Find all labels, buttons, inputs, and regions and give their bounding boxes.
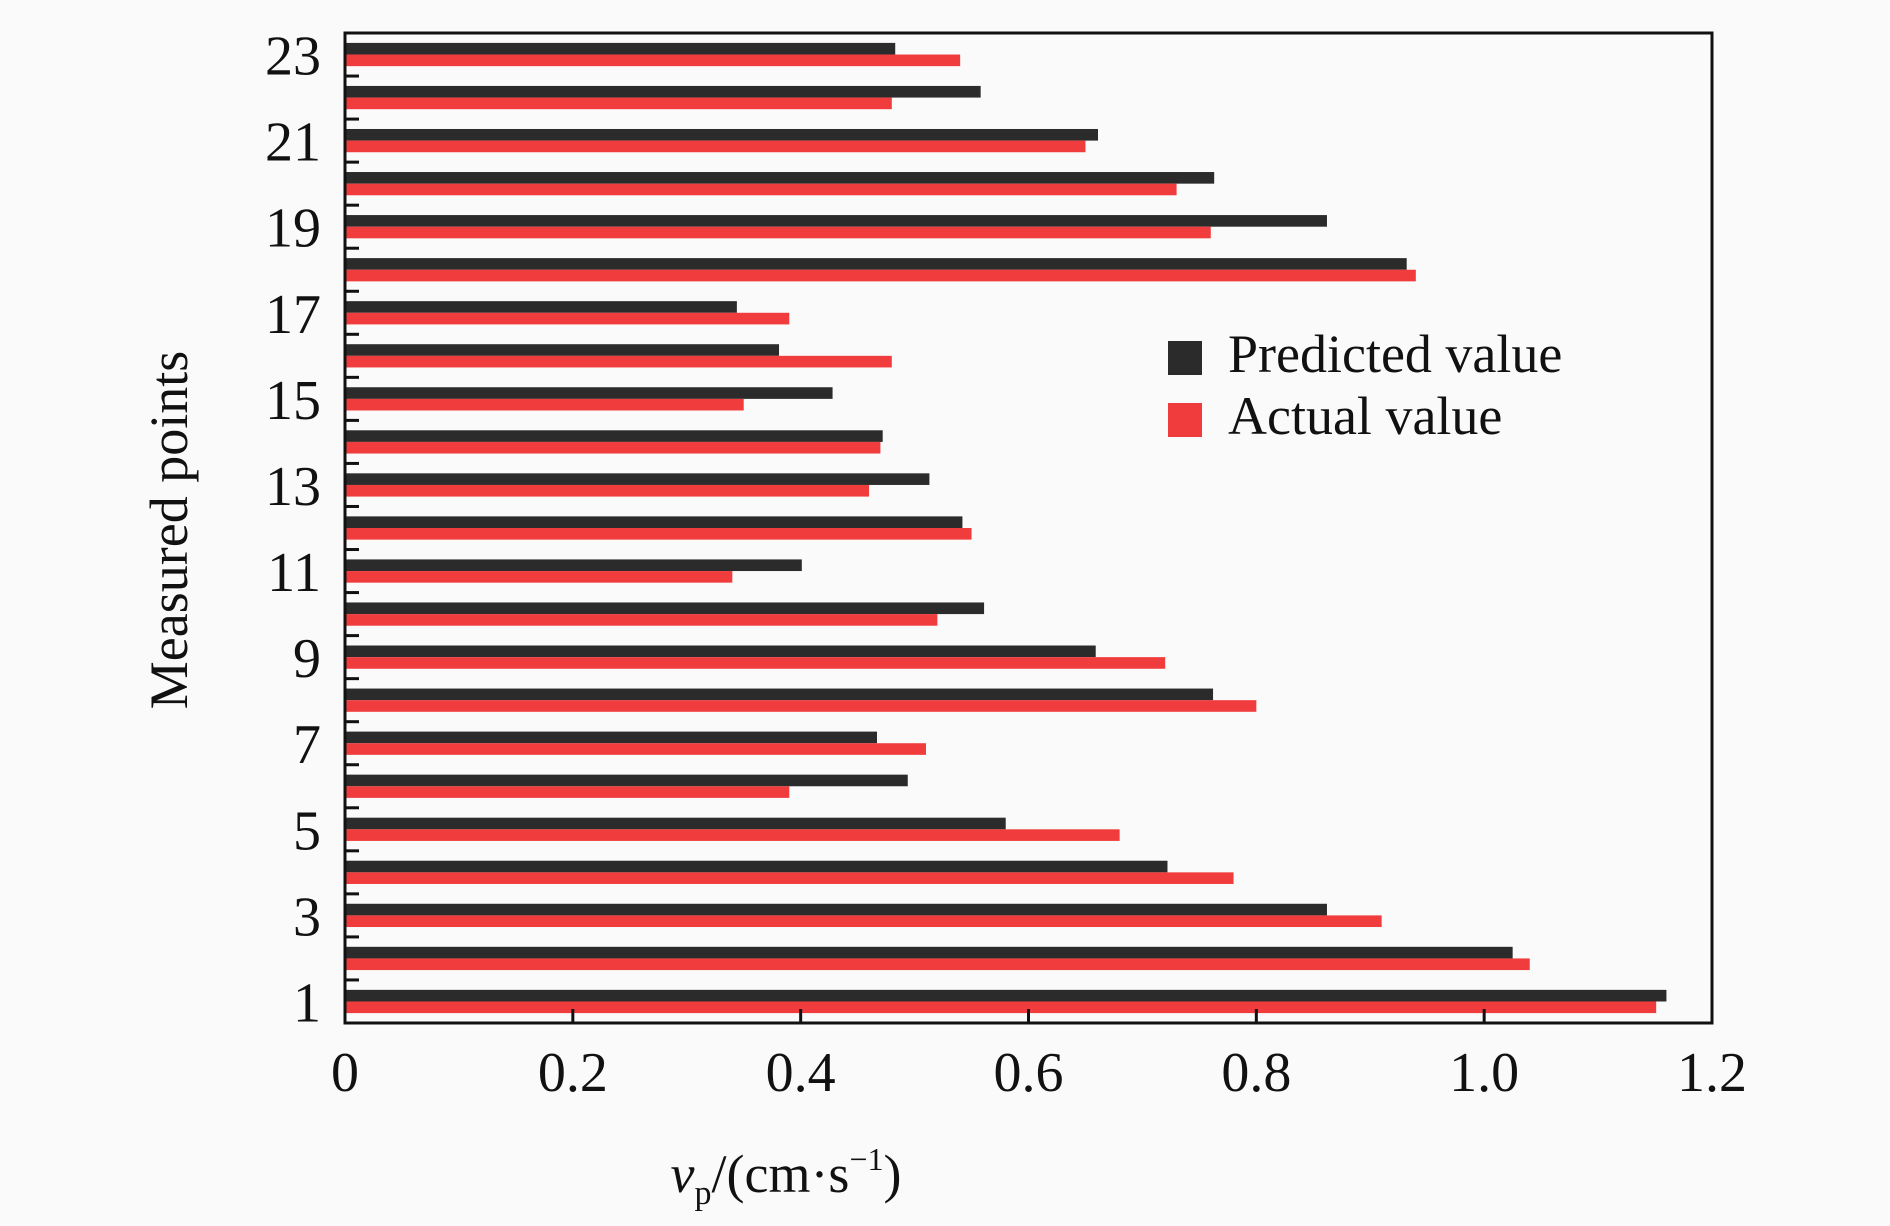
predicted-bar-20: [345, 172, 1215, 184]
predicted-bar-16: [345, 344, 780, 356]
predicted-legend-label: Predicted value: [1228, 324, 1562, 384]
predicted-bar-12: [345, 516, 963, 528]
predicted-bar-5: [345, 817, 1006, 830]
x-axis-title-base: v: [671, 1144, 695, 1204]
predicted-bar-6: [345, 774, 908, 787]
x-tick-label: 0: [331, 1042, 359, 1104]
x-tick-label: 0.6: [994, 1042, 1064, 1104]
x-axis-title-close: ): [883, 1144, 901, 1204]
actual-bar-19: [345, 226, 1211, 239]
x-tick-label: 0.2: [538, 1042, 608, 1104]
predicted-bar-4: [345, 860, 1168, 873]
y-tick-label: 3: [293, 886, 321, 948]
predicted-bar-18: [345, 258, 1407, 270]
actual-bar-5: [345, 829, 1120, 841]
y-tick-label: 17: [265, 284, 321, 346]
actual-bar-1: [345, 1001, 1657, 1014]
x-tick-label: 1.0: [1449, 1042, 1519, 1104]
predicted-bar-10: [345, 602, 985, 615]
actual-bar-12: [345, 528, 972, 540]
predicted-bar-1: [345, 989, 1667, 1002]
actual-bar-15: [345, 398, 744, 411]
predicted-bar-13: [345, 473, 930, 485]
x-axis-title-subscript: p: [694, 1175, 711, 1212]
y-tick-label: 21: [265, 112, 321, 174]
y-tick-label: 19: [265, 198, 321, 260]
actual-bar-17: [345, 312, 790, 325]
actual-bar-2: [345, 958, 1530, 971]
predicted-bar-9: [345, 645, 1096, 658]
actual-bar-10: [345, 614, 938, 626]
actual-bar-9: [345, 657, 1166, 669]
y-tick-label: 13: [265, 456, 321, 518]
actual-bar-20: [345, 183, 1177, 196]
y-tick-label: 5: [293, 800, 321, 862]
predicted-legend-swatch: [1168, 341, 1202, 375]
y-tick-label: 9: [293, 628, 321, 690]
predicted-bar-8: [345, 688, 1214, 701]
actual-bar-11: [345, 571, 733, 583]
predicted-bar-3: [345, 903, 1327, 916]
actual-legend-swatch: [1168, 403, 1202, 437]
x-axis-title-unit: /(cm·s: [711, 1144, 849, 1204]
predicted-bar-23: [345, 42, 896, 55]
actual-bar-16: [345, 355, 892, 368]
y-tick-label: 23: [265, 26, 321, 88]
actual-bar-21: [345, 140, 1086, 153]
actual-bar-23: [345, 54, 961, 67]
actual-bar-7: [345, 743, 926, 755]
y-tick-label: 11: [267, 542, 321, 604]
y-axis-title: Measured points: [139, 351, 199, 709]
actual-bar-6: [345, 786, 790, 798]
x-tick-label: 1.2: [1677, 1042, 1747, 1104]
actual-bar-13: [345, 484, 870, 497]
actual-bar-3: [345, 915, 1382, 928]
y-tick-label: 7: [293, 714, 321, 776]
predicted-bar-21: [345, 128, 1098, 141]
predicted-bar-19: [345, 215, 1327, 227]
predicted-bar-14: [345, 430, 883, 442]
x-axis-title-superscript: −1: [849, 1141, 883, 1177]
y-tick-label: 1: [293, 972, 321, 1034]
predicted-bar-17: [345, 301, 737, 313]
predicted-bar-2: [345, 946, 1513, 959]
predicted-bar-11: [345, 559, 802, 572]
y-tick-label: 15: [265, 370, 321, 432]
x-tick-label: 0.8: [1221, 1042, 1291, 1104]
predicted-bar-22: [345, 85, 981, 98]
x-tick-label: 0.4: [766, 1042, 836, 1104]
actual-bar-4: [345, 872, 1234, 884]
predicted-bar-7: [345, 731, 877, 744]
x-axis: 0 0.2 0.4 0.6 0.8 1.0 1.2: [331, 1009, 1747, 1104]
actual-bar-14: [345, 441, 881, 454]
x-axis-title: vp/(cm·s−1): [671, 1141, 902, 1212]
bars-group: [345, 42, 1667, 1014]
actual-bar-8: [345, 700, 1257, 712]
actual-legend-label: Actual value: [1228, 386, 1502, 446]
actual-bar-18: [345, 269, 1416, 282]
actual-bar-22: [345, 97, 892, 110]
predicted-bar-15: [345, 387, 833, 399]
